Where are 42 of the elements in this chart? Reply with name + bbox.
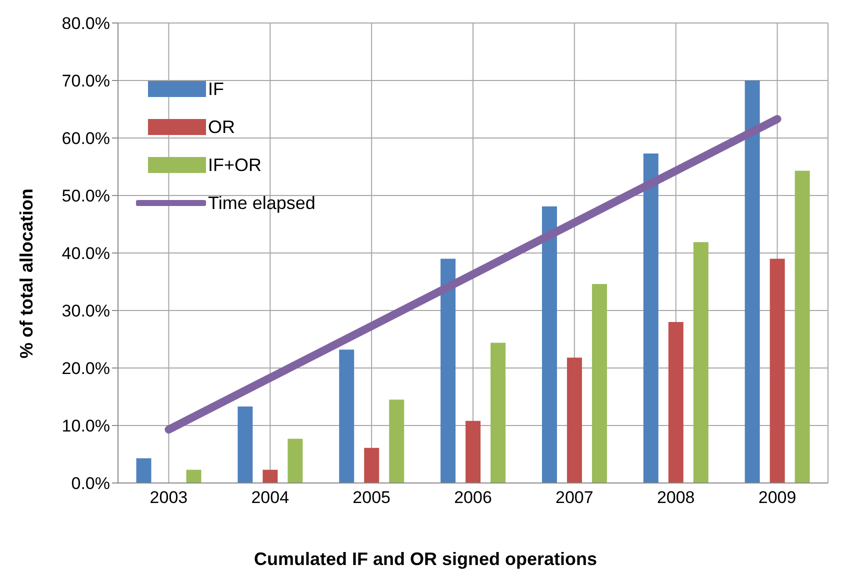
bar [288, 438, 303, 483]
x-axis-title: Cumulated IF and OR signed operations [252, 549, 598, 570]
bar [440, 258, 456, 483]
bar [770, 258, 785, 483]
bar [186, 470, 202, 483]
bar [490, 342, 506, 483]
y-tick-label: 40.0% [62, 244, 110, 264]
legend-label: Time elapsed [208, 192, 316, 214]
bar [592, 284, 607, 483]
x-tick-label: 2009 [758, 488, 796, 508]
y-tick-label: 20.0% [62, 359, 110, 378]
bar [466, 420, 481, 483]
legend-label: IF [208, 78, 224, 100]
bar [542, 206, 557, 483]
y-tick-label: 30.0% [62, 302, 110, 321]
bar [136, 458, 152, 483]
x-tick-label: 2008 [656, 488, 695, 508]
x-tick-label: 2006 [454, 488, 492, 508]
bar [364, 448, 380, 483]
bar [339, 350, 354, 483]
y-tick-label: 70.0% [62, 72, 110, 91]
bar [668, 322, 684, 483]
bar [693, 242, 708, 483]
bar [262, 470, 278, 483]
bar [794, 170, 810, 483]
y-axis-title: % of total allocation [16, 188, 38, 358]
x-tick-label: 2007 [556, 488, 594, 508]
bar [643, 154, 658, 483]
y-tick-label: 10.0% [62, 416, 110, 436]
x-tick-label: 2003 [150, 488, 188, 508]
y-tick-label: 50.0% [62, 186, 110, 206]
y-tick-label: 60.0% [62, 129, 110, 148]
x-tick-label: 2004 [251, 488, 290, 508]
bar [238, 406, 253, 483]
bar [389, 400, 404, 483]
y-tick-label: 0.0% [71, 474, 110, 494]
bar [566, 358, 582, 483]
y-tick-label: 80.0% [62, 14, 110, 34]
legend-label: IF+OR [208, 154, 262, 176]
legend-label: OR [208, 116, 235, 138]
bar [744, 80, 760, 483]
x-tick-label: 2005 [352, 488, 390, 508]
